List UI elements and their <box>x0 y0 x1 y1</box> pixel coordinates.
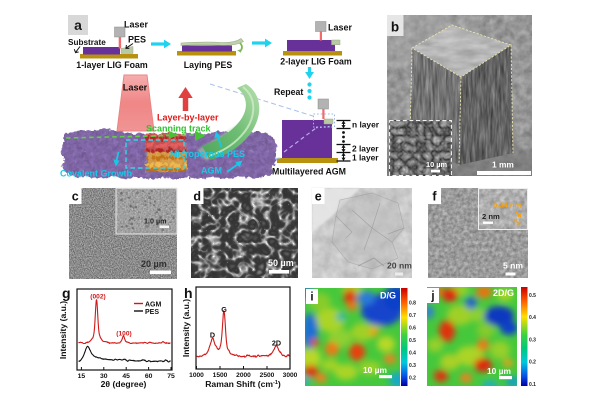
svg-text:Laser: Laser <box>328 23 353 33</box>
svg-text:Intensity (a.u.): Intensity (a.u.) <box>181 299 191 357</box>
svg-text:1500: 1500 <box>213 372 228 379</box>
svg-text:D/G: D/G <box>380 291 396 301</box>
svg-text:20 µm: 20 µm <box>141 259 167 269</box>
svg-text:0.7: 0.7 <box>409 313 416 319</box>
svg-text:1000: 1000 <box>189 372 204 379</box>
svg-text:Scanning track: Scanning track <box>146 124 212 134</box>
svg-text:Laying PES: Laying PES <box>184 60 233 70</box>
svg-text:0.34 nm: 0.34 nm <box>493 201 522 210</box>
svg-text:2θ (degree): 2θ (degree) <box>101 379 147 389</box>
svg-text:0.8: 0.8 <box>409 300 416 306</box>
svg-text:2 nm: 2 nm <box>482 212 500 221</box>
svg-text:(002): (002) <box>90 294 105 301</box>
svg-text:0.4: 0.4 <box>409 350 416 356</box>
svg-text:n layer: n layer <box>352 120 380 130</box>
svg-text:60: 60 <box>145 373 153 380</box>
svg-text:1-layer LIG Foam: 1-layer LIG Foam <box>76 60 148 70</box>
svg-text:Raman Shift (cm-1): Raman Shift (cm-1) <box>205 379 281 389</box>
svg-text:AGM: AGM <box>145 302 162 309</box>
svg-text:2D/G: 2D/G <box>493 288 514 298</box>
svg-text:PES: PES <box>128 35 146 45</box>
svg-text:Covalent Growth: Covalent Growth <box>60 169 132 179</box>
svg-text:3000: 3000 <box>283 372 298 379</box>
svg-text:30: 30 <box>100 373 108 380</box>
svg-text:0.5: 0.5 <box>529 293 536 299</box>
svg-text:2 layer: 2 layer <box>352 143 379 153</box>
svg-text:2D: 2D <box>272 339 281 348</box>
svg-text:AGM: AGM <box>201 166 222 176</box>
svg-text:Laser: Laser <box>123 83 148 93</box>
svg-text:PES: PES <box>145 309 159 316</box>
svg-text:g: g <box>62 285 71 301</box>
svg-text:10 µm: 10 µm <box>426 160 448 169</box>
svg-text:75: 75 <box>167 373 175 380</box>
svg-text:Repeat: Repeat <box>274 87 303 97</box>
svg-text:(100): (100) <box>116 331 131 338</box>
svg-text:i: i <box>310 292 313 304</box>
svg-text:Microporous PES: Microporous PES <box>170 149 245 159</box>
svg-text:1 layer: 1 layer <box>352 152 379 162</box>
svg-text:D: D <box>210 331 215 340</box>
svg-text:Substrate: Substrate <box>68 38 106 47</box>
svg-text:a: a <box>74 17 82 33</box>
svg-text:2-layer LIG Foam: 2-layer LIG Foam <box>280 57 352 67</box>
svg-text:c: c <box>72 190 79 204</box>
svg-text:0.4: 0.4 <box>529 315 536 321</box>
svg-text:0.6: 0.6 <box>409 325 416 331</box>
svg-text:10 µm: 10 µm <box>363 365 387 375</box>
svg-text:0.3: 0.3 <box>409 363 416 369</box>
svg-text:Multilayered AGM: Multilayered AGM <box>272 167 346 177</box>
svg-text:0.3: 0.3 <box>529 337 536 343</box>
svg-text:Intensity (a.u.): Intensity (a.u.) <box>58 301 68 359</box>
svg-text:1 mm: 1 mm <box>492 160 514 170</box>
svg-text:0.1: 0.1 <box>529 382 536 388</box>
svg-text:15: 15 <box>78 373 86 380</box>
svg-text:50 µm: 50 µm <box>268 258 294 268</box>
svg-text:G: G <box>221 305 227 314</box>
svg-text:2000: 2000 <box>236 372 251 379</box>
svg-text:1.0 µm: 1.0 µm <box>144 217 167 226</box>
svg-text:10 µm: 10 µm <box>487 366 511 376</box>
svg-text:b: b <box>391 20 399 35</box>
svg-text:2500: 2500 <box>260 372 275 379</box>
svg-text:d: d <box>193 190 201 204</box>
svg-text:0.5: 0.5 <box>409 338 416 344</box>
svg-text:5 nm: 5 nm <box>503 261 523 271</box>
svg-text:e: e <box>315 190 322 204</box>
svg-text:j: j <box>430 291 434 303</box>
svg-text:Layer-by-layer: Layer-by-layer <box>157 113 219 123</box>
svg-text:0.2: 0.2 <box>409 375 416 381</box>
svg-text:45: 45 <box>122 373 130 380</box>
svg-text:h: h <box>184 285 193 301</box>
svg-text:20 nm: 20 nm <box>387 261 412 271</box>
svg-text:0.2: 0.2 <box>529 360 536 366</box>
svg-text:f: f <box>432 190 437 204</box>
svg-text:Laser: Laser <box>124 20 149 30</box>
